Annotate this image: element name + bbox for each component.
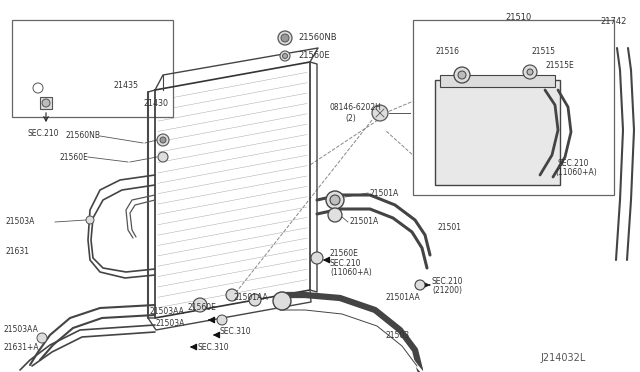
Bar	[413, 20, 614, 195]
Circle shape	[458, 71, 466, 79]
Text: 21515: 21515	[532, 48, 556, 57]
Circle shape	[326, 191, 344, 209]
Text: 21501A: 21501A	[370, 189, 399, 198]
Text: SEC.210: SEC.210	[27, 128, 58, 138]
Circle shape	[42, 99, 50, 107]
Circle shape	[311, 252, 323, 264]
Text: 21430: 21430	[143, 99, 168, 108]
Circle shape	[527, 69, 533, 75]
Circle shape	[372, 105, 388, 121]
Text: 21510: 21510	[505, 13, 531, 22]
Text: J214032L: J214032L	[540, 353, 586, 363]
Circle shape	[158, 152, 168, 162]
Circle shape	[193, 298, 207, 312]
Text: 21501A: 21501A	[350, 218, 380, 227]
Text: SEC.310: SEC.310	[220, 327, 252, 337]
Text: 21501AA: 21501AA	[385, 294, 420, 302]
Text: 21631+A: 21631+A	[3, 343, 38, 353]
Text: 21516: 21516	[435, 48, 459, 57]
Circle shape	[226, 289, 238, 301]
Text: 21503AA: 21503AA	[150, 308, 185, 317]
Circle shape	[415, 280, 425, 290]
Text: 21501AA: 21501AA	[233, 294, 268, 302]
Circle shape	[454, 67, 470, 83]
Text: (2): (2)	[345, 115, 356, 124]
Text: 08146-6202H: 08146-6202H	[330, 103, 382, 112]
Text: SEC.210: SEC.210	[330, 259, 362, 267]
Text: 21631: 21631	[5, 247, 29, 257]
Text: 21501: 21501	[438, 224, 462, 232]
Bar	[12, 20, 173, 117]
Circle shape	[328, 208, 342, 222]
Circle shape	[86, 216, 94, 224]
Text: 21742: 21742	[600, 17, 627, 26]
Text: 21560E: 21560E	[298, 51, 330, 60]
Text: 21503A: 21503A	[5, 218, 35, 227]
Text: (11060+A): (11060+A)	[330, 267, 372, 276]
Text: SEC.210: SEC.210	[558, 158, 589, 167]
Text: SEC.210: SEC.210	[432, 276, 463, 285]
Circle shape	[33, 83, 43, 93]
Bar	[440, 75, 555, 87]
Circle shape	[273, 292, 291, 310]
Circle shape	[249, 294, 261, 306]
Circle shape	[280, 51, 290, 61]
Text: SEC.310: SEC.310	[197, 343, 228, 352]
Bar	[40, 97, 52, 109]
Circle shape	[281, 34, 289, 42]
Circle shape	[37, 333, 47, 343]
Text: (11060+A): (11060+A)	[555, 169, 596, 177]
Circle shape	[330, 195, 340, 205]
Text: 21560E: 21560E	[188, 304, 217, 312]
Circle shape	[157, 134, 169, 146]
Circle shape	[217, 315, 227, 325]
Text: 21503AA: 21503AA	[3, 326, 38, 334]
Text: 21503: 21503	[385, 331, 409, 340]
Text: 21435: 21435	[113, 81, 138, 90]
Circle shape	[160, 137, 166, 143]
Circle shape	[523, 65, 537, 79]
Bar	[435, 80, 560, 185]
Text: 21503A: 21503A	[155, 318, 184, 327]
Text: 21560E: 21560E	[59, 153, 88, 161]
Text: 21560NB: 21560NB	[298, 32, 337, 42]
Text: 21560E: 21560E	[330, 248, 359, 257]
Circle shape	[282, 54, 287, 58]
Text: 21560NB: 21560NB	[65, 131, 100, 141]
Text: (21200): (21200)	[432, 286, 462, 295]
Text: 21515E: 21515E	[545, 61, 573, 70]
Circle shape	[278, 31, 292, 45]
